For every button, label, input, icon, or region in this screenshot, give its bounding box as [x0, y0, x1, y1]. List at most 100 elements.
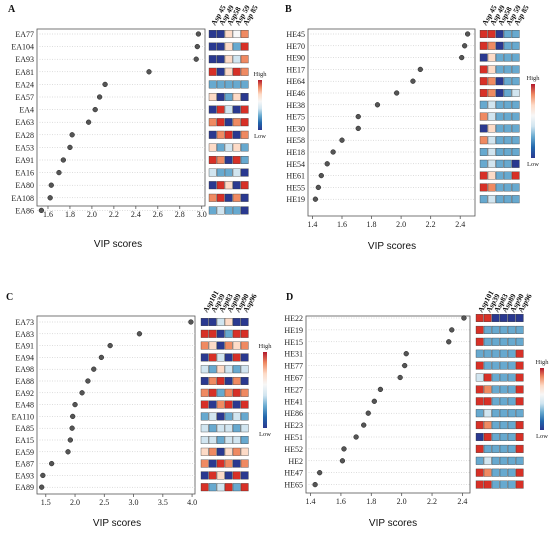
row-label: HE64 — [286, 77, 305, 86]
heat-cell — [475, 385, 484, 394]
heat-cell — [216, 447, 225, 456]
row-label: EA81 — [15, 68, 34, 77]
heat-cell — [487, 65, 496, 74]
heat-cell — [224, 93, 233, 101]
heat-cell — [499, 361, 508, 370]
vip-point — [461, 315, 467, 321]
heat-cell — [208, 181, 217, 190]
heat-cell — [499, 314, 508, 322]
row-label: HE61 — [286, 172, 305, 181]
heat-cell — [208, 353, 217, 362]
vip-point — [85, 378, 91, 384]
heat-cell — [224, 400, 233, 409]
heat-cell — [232, 400, 241, 409]
heat-cell — [208, 341, 217, 350]
row-label: HE2 — [288, 457, 303, 466]
heat-cell — [511, 171, 520, 180]
heat-cell — [216, 156, 225, 164]
heat-cell — [240, 93, 249, 101]
vip-point — [69, 132, 75, 138]
x-tick-label: 2.4 — [131, 210, 141, 219]
heat-cell — [483, 456, 492, 465]
heat-cell — [240, 193, 249, 202]
heat-cell — [495, 136, 504, 145]
heat-cell — [240, 130, 249, 139]
panel-label: C — [6, 292, 13, 303]
heat-cell — [216, 42, 225, 51]
heat-cell — [483, 349, 492, 358]
heat-cell — [503, 195, 512, 204]
x-tick-label: 4.0 — [187, 498, 197, 507]
heat-cell — [499, 385, 508, 394]
panel-c: C EA73 EA83 EA91 EA94 EA98 EA88 EA92 EA48 EA110 EA… — [6, 289, 272, 529]
row-label: HE31 — [284, 350, 303, 359]
row-label: HE17 — [286, 65, 305, 74]
heat-cell — [491, 433, 500, 441]
heat-cell — [491, 409, 500, 418]
panel-label: B — [285, 4, 292, 15]
heat-cell — [475, 444, 484, 453]
heat-cell — [240, 471, 249, 480]
heat-cell — [208, 318, 217, 326]
vip-point — [79, 390, 85, 396]
heat-cell — [216, 130, 225, 139]
row-label: HE46 — [286, 89, 305, 98]
heat-cell — [475, 409, 484, 418]
vip-point — [464, 31, 471, 37]
heat-cell — [479, 148, 488, 156]
heat-cell — [483, 337, 492, 346]
heat-cell — [232, 341, 241, 350]
heat-cell — [224, 377, 233, 385]
x-tick-label: 2.0 — [87, 210, 97, 219]
heat-cell — [495, 65, 504, 74]
heat-cell — [511, 195, 520, 204]
heat-cell — [240, 118, 249, 127]
heat-cell — [479, 89, 488, 97]
heat-cell — [208, 168, 217, 177]
heat-cell — [216, 353, 225, 362]
vip-point — [330, 149, 336, 155]
heat-cell — [475, 456, 484, 465]
heat-cell — [224, 471, 233, 480]
heat-cell — [511, 77, 520, 86]
row-label: EA48 — [15, 401, 34, 410]
heat-cell — [495, 124, 504, 133]
heat-cell — [232, 483, 241, 492]
vip-point — [48, 182, 54, 188]
heat-cell — [495, 148, 504, 156]
heat-cell — [507, 314, 516, 322]
vip-point — [318, 172, 324, 179]
heat-cell — [475, 314, 484, 322]
heat-cell — [200, 341, 209, 350]
x-axis-title: VIP scores — [94, 239, 142, 250]
heat-cell — [216, 471, 225, 480]
vip-point — [40, 472, 46, 479]
heat-cell — [511, 89, 520, 97]
row-label: HE18 — [286, 148, 305, 157]
heat-cell — [224, 168, 233, 177]
heat-cell — [208, 471, 217, 480]
heat-cell — [507, 397, 516, 406]
heat-cell — [503, 136, 512, 145]
x-tick-label: 2.2 — [426, 220, 436, 229]
heat-cell — [208, 30, 217, 38]
heat-cell — [224, 105, 233, 114]
heat-cell — [208, 459, 217, 468]
heat-cell — [216, 424, 225, 433]
heat-cell — [208, 329, 217, 338]
heat-cell — [479, 65, 488, 74]
legend-high-label: High — [527, 75, 541, 82]
heat-cell — [208, 447, 217, 456]
row-label: HE70 — [286, 42, 305, 51]
heat-cell — [491, 349, 500, 358]
x-tick-label: 1.6 — [43, 210, 53, 219]
vip-point — [193, 56, 199, 62]
heat-cell — [200, 412, 209, 421]
x-tick-label: 2.2 — [109, 210, 119, 219]
heat-cell — [224, 412, 233, 421]
heat-cell — [240, 377, 249, 385]
heat-cell — [495, 41, 504, 50]
heat-cell — [216, 365, 225, 374]
row-label: EA86 — [15, 206, 34, 215]
heat-cell — [511, 30, 520, 38]
